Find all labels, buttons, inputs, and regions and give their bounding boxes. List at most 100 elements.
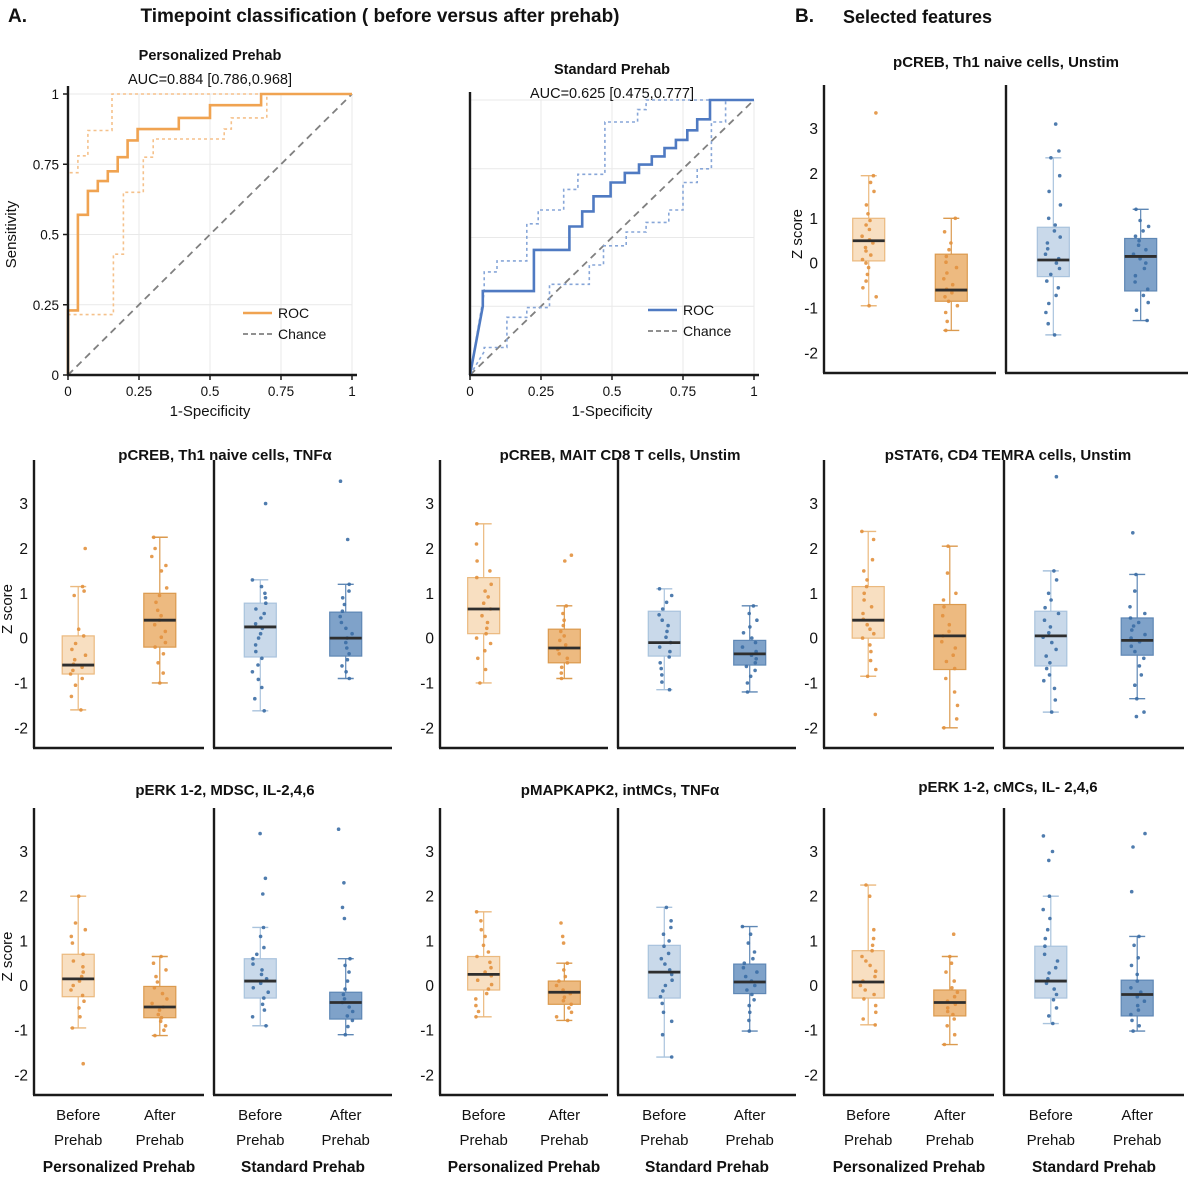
- data-point: [871, 173, 876, 178]
- y-tick-label: 2: [425, 889, 434, 906]
- data-point: [862, 569, 866, 573]
- data-point: [565, 1018, 570, 1023]
- data-point: [336, 827, 341, 831]
- data-point: [559, 676, 564, 681]
- data-point: [1129, 963, 1134, 968]
- box: [934, 253, 968, 302]
- data-point: [559, 921, 563, 925]
- data-point: [1130, 628, 1134, 632]
- data-point: [951, 932, 956, 936]
- data-point: [569, 1010, 574, 1015]
- data-point: [78, 1015, 82, 1019]
- data-point: [259, 616, 263, 620]
- group-label: Personalized Prehab: [448, 1159, 600, 1176]
- chart-title: pCREB, MAIT CD8 T cells, Unstim: [500, 447, 741, 464]
- y-tick-label: 2: [19, 889, 28, 906]
- data-point: [342, 602, 347, 607]
- data-point: [559, 665, 564, 670]
- data-point: [950, 282, 955, 287]
- y-tick-label: 2: [19, 541, 28, 558]
- x-tick-label-line1: After: [1121, 1107, 1153, 1124]
- data-point: [1133, 649, 1137, 654]
- data-point: [340, 609, 345, 613]
- data-point: [1144, 261, 1148, 265]
- data-point: [748, 932, 753, 936]
- data-point: [158, 1019, 163, 1024]
- data-point: [250, 670, 255, 674]
- data-point: [344, 640, 348, 645]
- data-point: [261, 925, 266, 930]
- data-point: [346, 1024, 350, 1029]
- data-point: [157, 1008, 162, 1012]
- data-point: [486, 595, 490, 599]
- data-point: [755, 618, 759, 622]
- data-point: [260, 968, 264, 972]
- box: [329, 611, 363, 657]
- data-point: [70, 941, 75, 945]
- data-point: [152, 986, 157, 990]
- data-point: [1041, 907, 1045, 912]
- y-tick-label: 1: [19, 586, 28, 603]
- y-tick-label: 0: [19, 631, 28, 648]
- data-point: [340, 664, 344, 668]
- data-point: [262, 709, 267, 713]
- data-point: [80, 993, 85, 998]
- data-point: [479, 927, 484, 932]
- data-point: [869, 253, 873, 257]
- data-point: [1136, 1008, 1141, 1012]
- data-point: [1128, 616, 1133, 620]
- data-point: [657, 645, 662, 649]
- chart-subtitle: AUC=0.625 [0.475,0.777]: [530, 86, 694, 102]
- data-point: [873, 1003, 878, 1008]
- data-point: [344, 670, 348, 674]
- y-tick-label: -1: [420, 1023, 434, 1040]
- data-point: [952, 690, 957, 694]
- data-point: [82, 999, 86, 1003]
- box: [1034, 610, 1068, 667]
- data-point: [1045, 247, 1050, 251]
- data-point: [476, 656, 480, 661]
- data-point: [942, 230, 947, 234]
- data-point: [80, 676, 84, 681]
- data-point: [1047, 189, 1051, 194]
- y-tick-label: 2: [809, 541, 818, 558]
- data-point: [661, 932, 666, 936]
- data-point: [1136, 620, 1141, 625]
- box: [647, 610, 681, 657]
- x-axis-label: 1-Specificity: [572, 403, 653, 420]
- data-point: [661, 989, 665, 993]
- data-point: [747, 1003, 751, 1008]
- box: [1036, 226, 1070, 278]
- data-point: [475, 954, 479, 959]
- data-point: [944, 676, 948, 681]
- data-point: [753, 983, 757, 988]
- data-point: [483, 648, 487, 653]
- data-point: [153, 1033, 157, 1038]
- y-axis-label: Z score: [0, 931, 16, 981]
- x-tick-label-line1: After: [734, 1107, 766, 1124]
- data-point: [658, 661, 662, 665]
- data-point: [159, 569, 164, 573]
- data-point: [1139, 673, 1144, 677]
- box-pcreb-mait-cd8-unstim: pCREB, MAIT CD8 T cells, Unstim 3 2 1 0 -1 -2: [420, 447, 796, 750]
- data-point: [345, 657, 350, 662]
- data-point: [871, 537, 876, 542]
- chart-subtitle: AUC=0.884 [0.786,0.968]: [128, 72, 292, 88]
- y-tick-label: 3: [809, 121, 818, 138]
- data-point: [488, 960, 492, 965]
- data-point: [864, 203, 869, 207]
- data-point: [667, 939, 671, 943]
- data-point: [1052, 987, 1056, 991]
- data-point: [157, 593, 162, 598]
- data-point: [483, 589, 487, 593]
- data-point: [347, 1005, 352, 1009]
- y-tick-label: 1: [809, 586, 818, 603]
- data-point: [485, 620, 490, 625]
- data-point: [669, 593, 674, 598]
- data-point: [480, 613, 484, 618]
- data-point: [1130, 1018, 1134, 1023]
- panel-a-title: Timepoint classification ( before versus…: [140, 6, 620, 27]
- data-point: [70, 1026, 75, 1030]
- x-tick-label-line1: After: [548, 1107, 580, 1124]
- y-tick-label: 1: [425, 586, 434, 603]
